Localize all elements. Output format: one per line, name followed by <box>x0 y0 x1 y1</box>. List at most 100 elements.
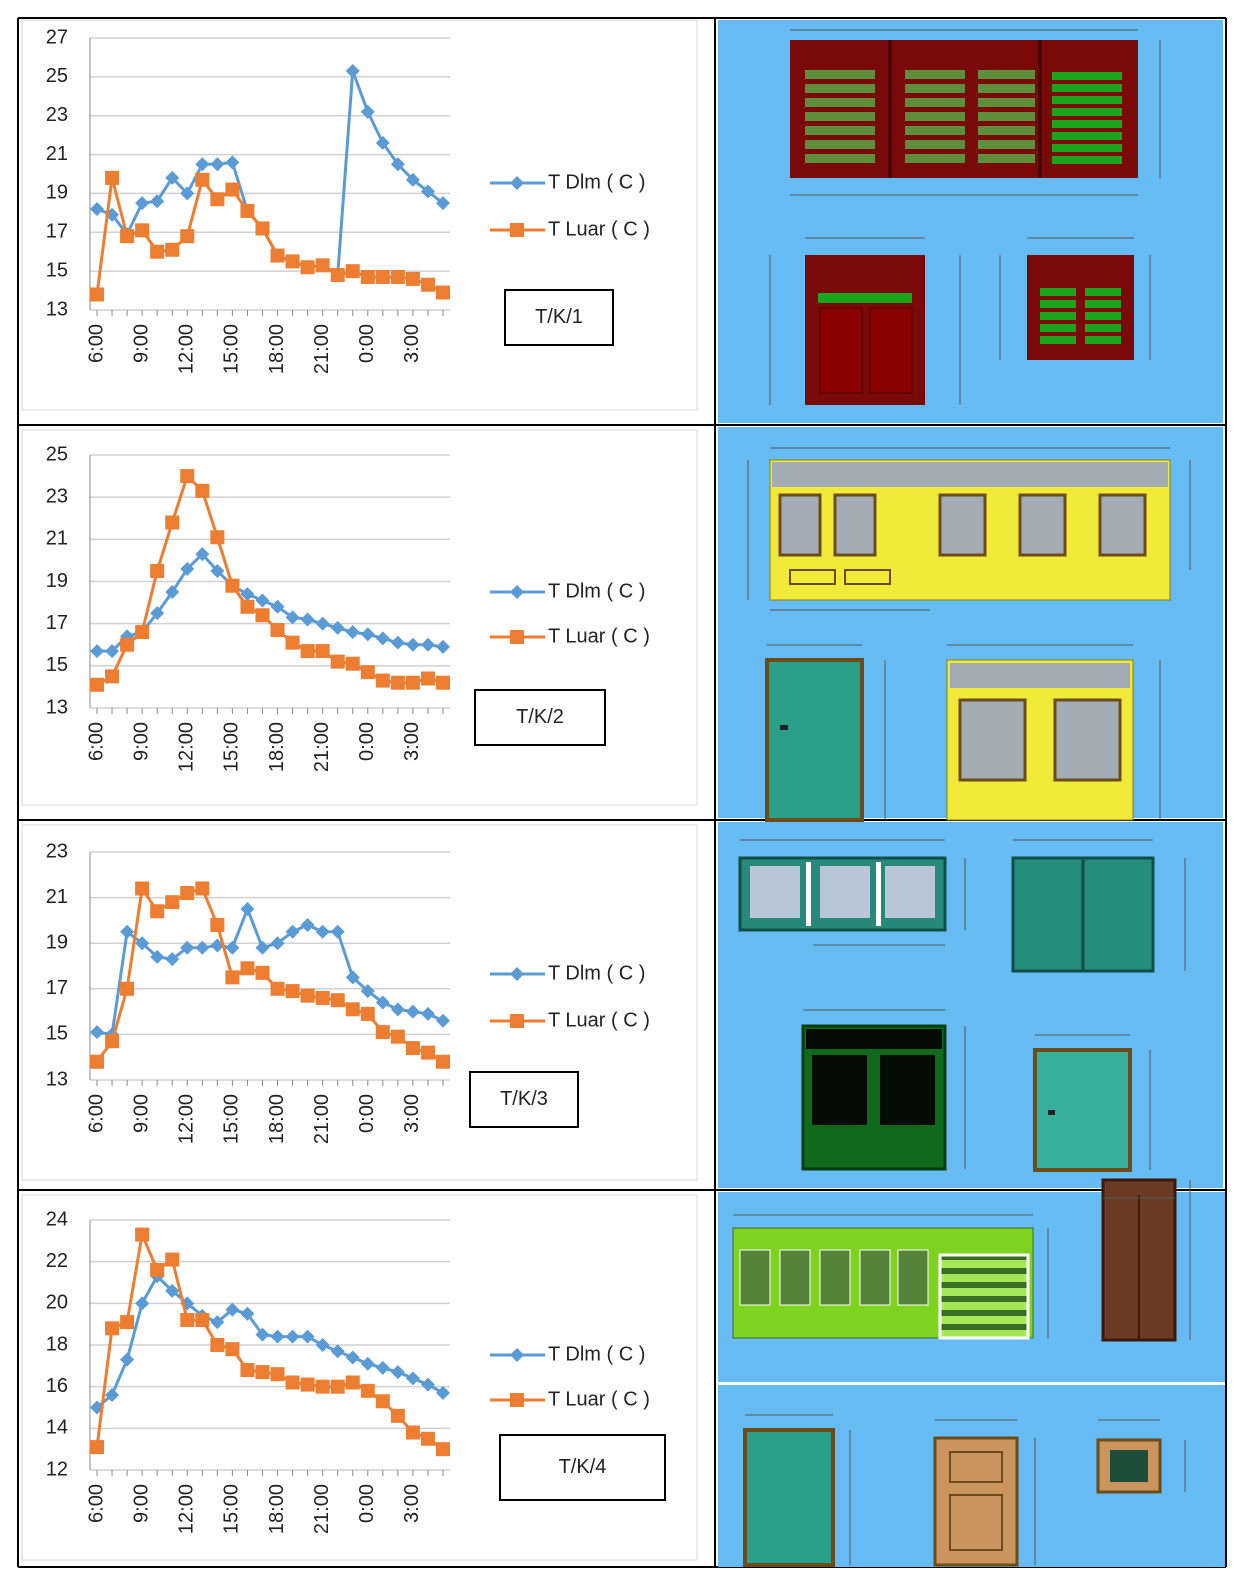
x-tick-label: 6:00 <box>85 324 107 363</box>
legend-label: T Luar ( C ) <box>548 1009 650 1031</box>
x-tick-label: 9:00 <box>130 1094 152 1133</box>
drawing-shape <box>1048 1110 1055 1115</box>
marker <box>210 1338 224 1352</box>
drawing-shape <box>950 663 1130 688</box>
marker <box>421 1046 435 1060</box>
marker <box>286 254 300 268</box>
y-tick-label: 17 <box>46 977 68 999</box>
y-tick-label: 19 <box>46 570 68 592</box>
marker <box>361 665 375 679</box>
marker <box>240 1363 254 1377</box>
marker <box>240 600 254 614</box>
marker <box>165 515 179 529</box>
marker <box>255 966 269 980</box>
x-tick-label: 12:00 <box>176 1094 198 1144</box>
marker <box>436 286 450 300</box>
drawing-shape <box>870 308 912 393</box>
marker <box>271 249 285 263</box>
y-tick-label: 25 <box>46 65 68 87</box>
marker <box>301 1378 315 1392</box>
y-tick-label: 21 <box>46 143 68 165</box>
marker <box>165 895 179 909</box>
marker <box>180 1313 194 1327</box>
x-tick-label: 0:00 <box>356 1094 378 1133</box>
x-tick-label: 15:00 <box>221 722 243 772</box>
marker <box>436 676 450 690</box>
marker <box>510 223 524 237</box>
drawing-shape <box>767 660 862 820</box>
marker <box>195 484 209 498</box>
marker <box>210 530 224 544</box>
x-tick-label: 21:00 <box>311 324 333 374</box>
drawing-shape <box>745 1430 833 1565</box>
drawing-shape <box>820 1250 850 1305</box>
marker <box>421 278 435 292</box>
marker <box>120 638 134 652</box>
legend-label: T Dlm ( C ) <box>548 1343 645 1365</box>
line-chart: 131517192123256:009:0012:0015:0018:0021:… <box>22 430 697 805</box>
legend-label: T Dlm ( C ) <box>548 580 645 602</box>
marker <box>150 245 164 259</box>
legend-label: T Luar ( C ) <box>548 218 650 240</box>
annotation: T/K/1 <box>535 306 583 328</box>
x-tick-label: 3:00 <box>401 722 423 761</box>
marker <box>90 287 104 301</box>
marker <box>510 630 524 644</box>
y-tick-label: 19 <box>46 931 68 953</box>
drawing-shape <box>806 1029 942 1049</box>
marker <box>406 1426 420 1440</box>
marker <box>361 1384 375 1398</box>
marker <box>135 881 149 895</box>
marker <box>510 1393 524 1407</box>
marker <box>346 1002 360 1016</box>
marker <box>150 564 164 578</box>
drawing-shape <box>876 862 881 926</box>
y-tick-label: 23 <box>46 104 68 126</box>
marker <box>286 984 300 998</box>
marker <box>135 625 149 639</box>
marker <box>436 1055 450 1069</box>
marker <box>301 989 315 1003</box>
marker <box>180 469 194 483</box>
x-tick-label: 3:00 <box>401 324 423 363</box>
legend-label: T Luar ( C ) <box>548 625 650 647</box>
drawing-shape <box>805 68 875 168</box>
marker <box>421 671 435 685</box>
x-tick-label: 6:00 <box>85 722 107 761</box>
x-tick-label: 18:00 <box>266 722 288 772</box>
drawing-shape <box>935 1438 1017 1565</box>
y-tick-label: 23 <box>46 840 68 862</box>
marker <box>406 1041 420 1055</box>
y-tick-label: 25 <box>46 443 68 465</box>
x-tick-label: 21:00 <box>311 722 333 772</box>
y-tick-label: 27 <box>46 26 68 48</box>
y-tick-label: 19 <box>46 182 68 204</box>
x-tick-label: 12:00 <box>176 1484 198 1534</box>
marker <box>391 270 405 284</box>
marker <box>331 655 345 669</box>
y-tick-label: 20 <box>46 1292 68 1314</box>
marker <box>316 644 330 658</box>
drawing-shape <box>978 68 1035 168</box>
drawing-panel-4 <box>718 1180 1225 1567</box>
y-tick-label: 24 <box>46 1208 68 1230</box>
marker <box>105 1034 119 1048</box>
marker <box>391 1030 405 1044</box>
marker <box>346 657 360 671</box>
marker <box>301 260 315 274</box>
x-tick-label: 12:00 <box>176 324 198 374</box>
y-tick-label: 22 <box>46 1250 68 1272</box>
x-tick-label: 9:00 <box>130 324 152 363</box>
y-tick-label: 17 <box>46 221 68 243</box>
legend-label: T Luar ( C ) <box>548 1388 650 1410</box>
x-tick-label: 6:00 <box>85 1484 107 1523</box>
drawing-shape <box>820 866 870 918</box>
drawing-shape <box>940 495 985 555</box>
drawing-shape <box>835 495 875 555</box>
y-tick-label: 15 <box>46 1023 68 1045</box>
marker <box>376 1394 390 1408</box>
x-tick-label: 18:00 <box>266 1484 288 1534</box>
marker <box>391 1409 405 1423</box>
y-tick-label: 14 <box>46 1417 68 1439</box>
drawing-shape <box>885 866 935 918</box>
